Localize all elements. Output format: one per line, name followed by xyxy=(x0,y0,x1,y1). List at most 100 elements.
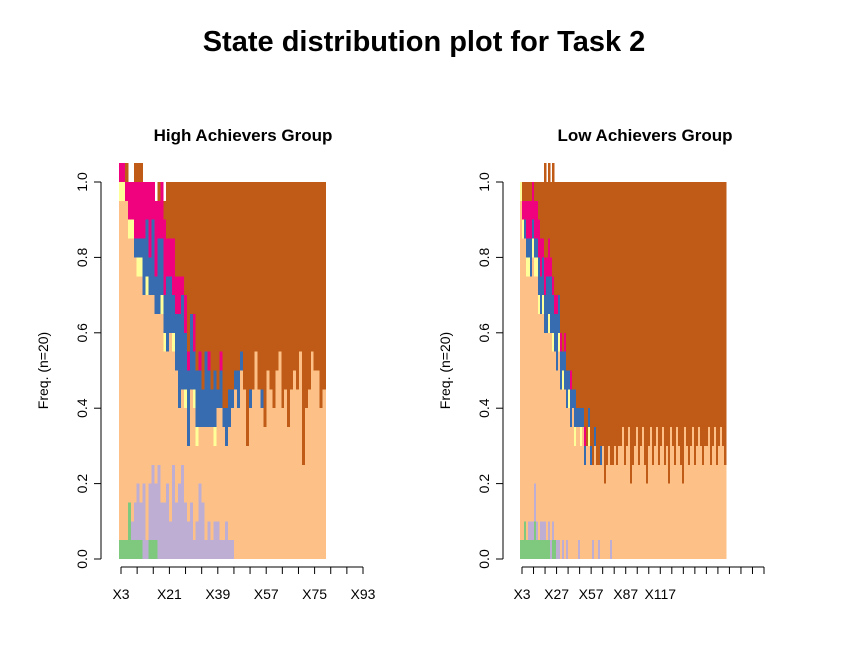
state-segment-purple xyxy=(225,521,229,559)
state-segment-brown xyxy=(586,182,589,446)
state-segment-brown xyxy=(189,182,194,314)
state-segment-magenta xyxy=(550,257,553,277)
state-segment-peach xyxy=(204,427,208,541)
state-segment-brown xyxy=(720,182,723,428)
state-segment-magenta xyxy=(151,182,155,220)
state-segment-brown xyxy=(304,182,309,409)
state-segment-peach xyxy=(580,445,583,559)
state-segment-peach xyxy=(544,332,547,522)
state-segment-peach xyxy=(570,427,573,559)
state-segment-brown xyxy=(632,182,635,465)
state-segment-peach xyxy=(554,351,557,541)
state-segment-blue xyxy=(180,295,185,390)
state-segment-brown xyxy=(676,182,679,428)
state-segment-magenta xyxy=(154,200,158,277)
state-segment-yellow xyxy=(558,332,561,352)
state-segment-peach xyxy=(702,464,705,559)
state-segment-green xyxy=(548,540,551,559)
state-segment-green xyxy=(540,540,543,559)
state-segment-green xyxy=(526,540,529,559)
state-segment-brown xyxy=(634,182,637,446)
state-segment-peach xyxy=(296,389,300,559)
state-segment-brown xyxy=(540,182,543,239)
state-segment-yellow xyxy=(192,389,197,409)
state-segment-brown xyxy=(716,182,719,465)
state-segment-green xyxy=(532,540,535,559)
state-segment-peach xyxy=(604,483,607,559)
state-segment-purple xyxy=(154,483,158,541)
state-segment-brown xyxy=(201,182,205,390)
x-tick-label: X3 xyxy=(513,586,530,602)
state-segment-purple xyxy=(231,540,235,559)
state-segment-yellow xyxy=(538,295,541,314)
state-segment-purple xyxy=(151,464,155,541)
state-segment-magenta xyxy=(157,200,161,239)
state-segment-purple xyxy=(201,502,205,559)
state-segment-brown xyxy=(614,182,617,446)
state-segment-blue xyxy=(178,313,182,409)
state-segment-peach xyxy=(638,464,641,559)
state-segment-brown xyxy=(626,182,629,446)
state-segment-magenta xyxy=(145,182,149,220)
state-segment-peach xyxy=(526,276,529,541)
state-segment-peach xyxy=(640,445,643,559)
state-segment-brown xyxy=(578,182,581,409)
state-segment-brown xyxy=(526,182,529,201)
state-segment-yellow xyxy=(532,238,535,258)
state-segment-peach xyxy=(714,427,717,559)
state-segment-peach xyxy=(548,332,551,522)
state-segment-blue xyxy=(201,389,205,428)
state-segment-blue xyxy=(237,370,241,409)
state-segment-brown xyxy=(183,182,188,296)
state-segment-brown xyxy=(642,182,645,428)
state-segment-blue xyxy=(210,389,214,428)
state-segment-green xyxy=(133,540,138,559)
state-segment-brown xyxy=(216,182,220,390)
state-segment-brown xyxy=(568,182,571,371)
state-segment-green xyxy=(154,540,158,559)
state-segment-brown xyxy=(682,182,685,484)
state-segment-brown xyxy=(700,182,703,446)
state-segment-blue xyxy=(195,370,200,428)
state-segment-peach xyxy=(175,370,179,503)
state-segment-blue xyxy=(582,408,585,428)
state-segment-peach xyxy=(163,351,167,503)
state-segment-magenta xyxy=(192,313,197,352)
state-segment-peach xyxy=(534,276,537,484)
y-tick-label: 0.2 xyxy=(476,474,492,494)
state-segment-brown xyxy=(536,182,539,201)
state-segment-peach xyxy=(319,408,323,559)
state-segment-peach xyxy=(272,408,276,559)
state-segment-blue xyxy=(260,389,264,409)
state-segment-brown xyxy=(556,182,559,296)
state-segment-purple xyxy=(148,483,152,541)
state-segment-peach xyxy=(251,389,256,559)
state-segment-brown xyxy=(560,182,563,333)
state-segment-purple xyxy=(578,540,581,559)
state-segment-magenta xyxy=(556,295,559,314)
state-segment-magenta xyxy=(130,182,135,220)
state-segment-brown xyxy=(157,182,161,201)
state-segment-magenta xyxy=(546,257,549,277)
state-segment-yellow xyxy=(145,276,149,296)
state-segment-green xyxy=(542,540,545,559)
state-segment-brown xyxy=(664,182,667,465)
state-segment-blue xyxy=(133,238,138,258)
y-axis-label: Freq. (n=20) xyxy=(437,332,453,409)
state-segment-peach xyxy=(642,427,645,559)
state-segment-yellow xyxy=(139,257,143,277)
y-tick-label: 0.6 xyxy=(476,323,492,343)
state-segment-peach xyxy=(216,408,220,522)
state-segment-green xyxy=(124,540,129,559)
state-segment-peach xyxy=(213,445,217,522)
state-segment-brown xyxy=(698,182,701,428)
state-segment-green xyxy=(522,540,525,559)
state-segment-peach xyxy=(231,408,235,541)
state-segment-brown xyxy=(678,182,681,446)
state-segment-peach xyxy=(127,238,132,503)
state-segment-peach xyxy=(622,427,625,559)
state-segment-peach xyxy=(198,427,202,484)
state-segment-peach xyxy=(139,276,143,503)
state-segment-brown xyxy=(616,182,619,465)
state-segment-peach xyxy=(598,464,601,541)
